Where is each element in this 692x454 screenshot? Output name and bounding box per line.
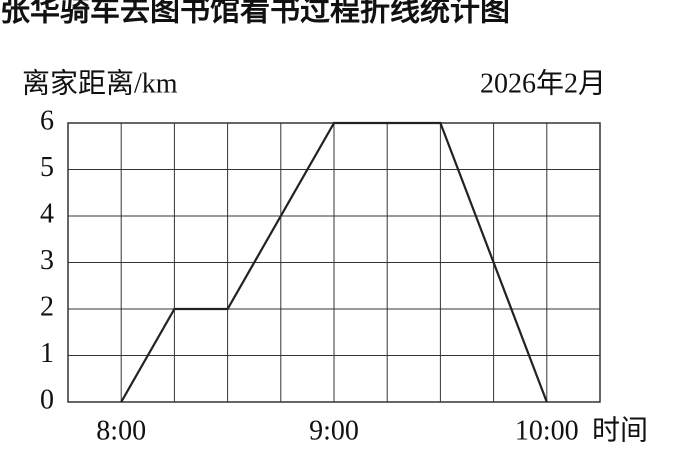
y-tick-label: 5 [40,152,54,183]
data-line [120,121,548,403]
x-axis-label: 时间 [592,414,648,446]
y-tick-label: 6 [40,105,54,136]
y-tick-label: 1 [40,338,54,369]
chart-title: 张华骑车去图书馆看书过程折线统计图 [0,0,510,29]
y-tick-label: 2 [40,291,54,322]
x-tick-label: 10:00 [515,415,579,446]
y-tick-label: 0 [40,384,54,415]
x-tick-label: 9:00 [309,415,359,446]
date-label: 2026年2月 [480,67,606,99]
x-tick-label: 8:00 [96,415,146,446]
y-axis-label: 离家距离/km [22,67,178,99]
y-tick-label: 4 [40,198,54,229]
y-tick-label: 3 [40,245,54,276]
